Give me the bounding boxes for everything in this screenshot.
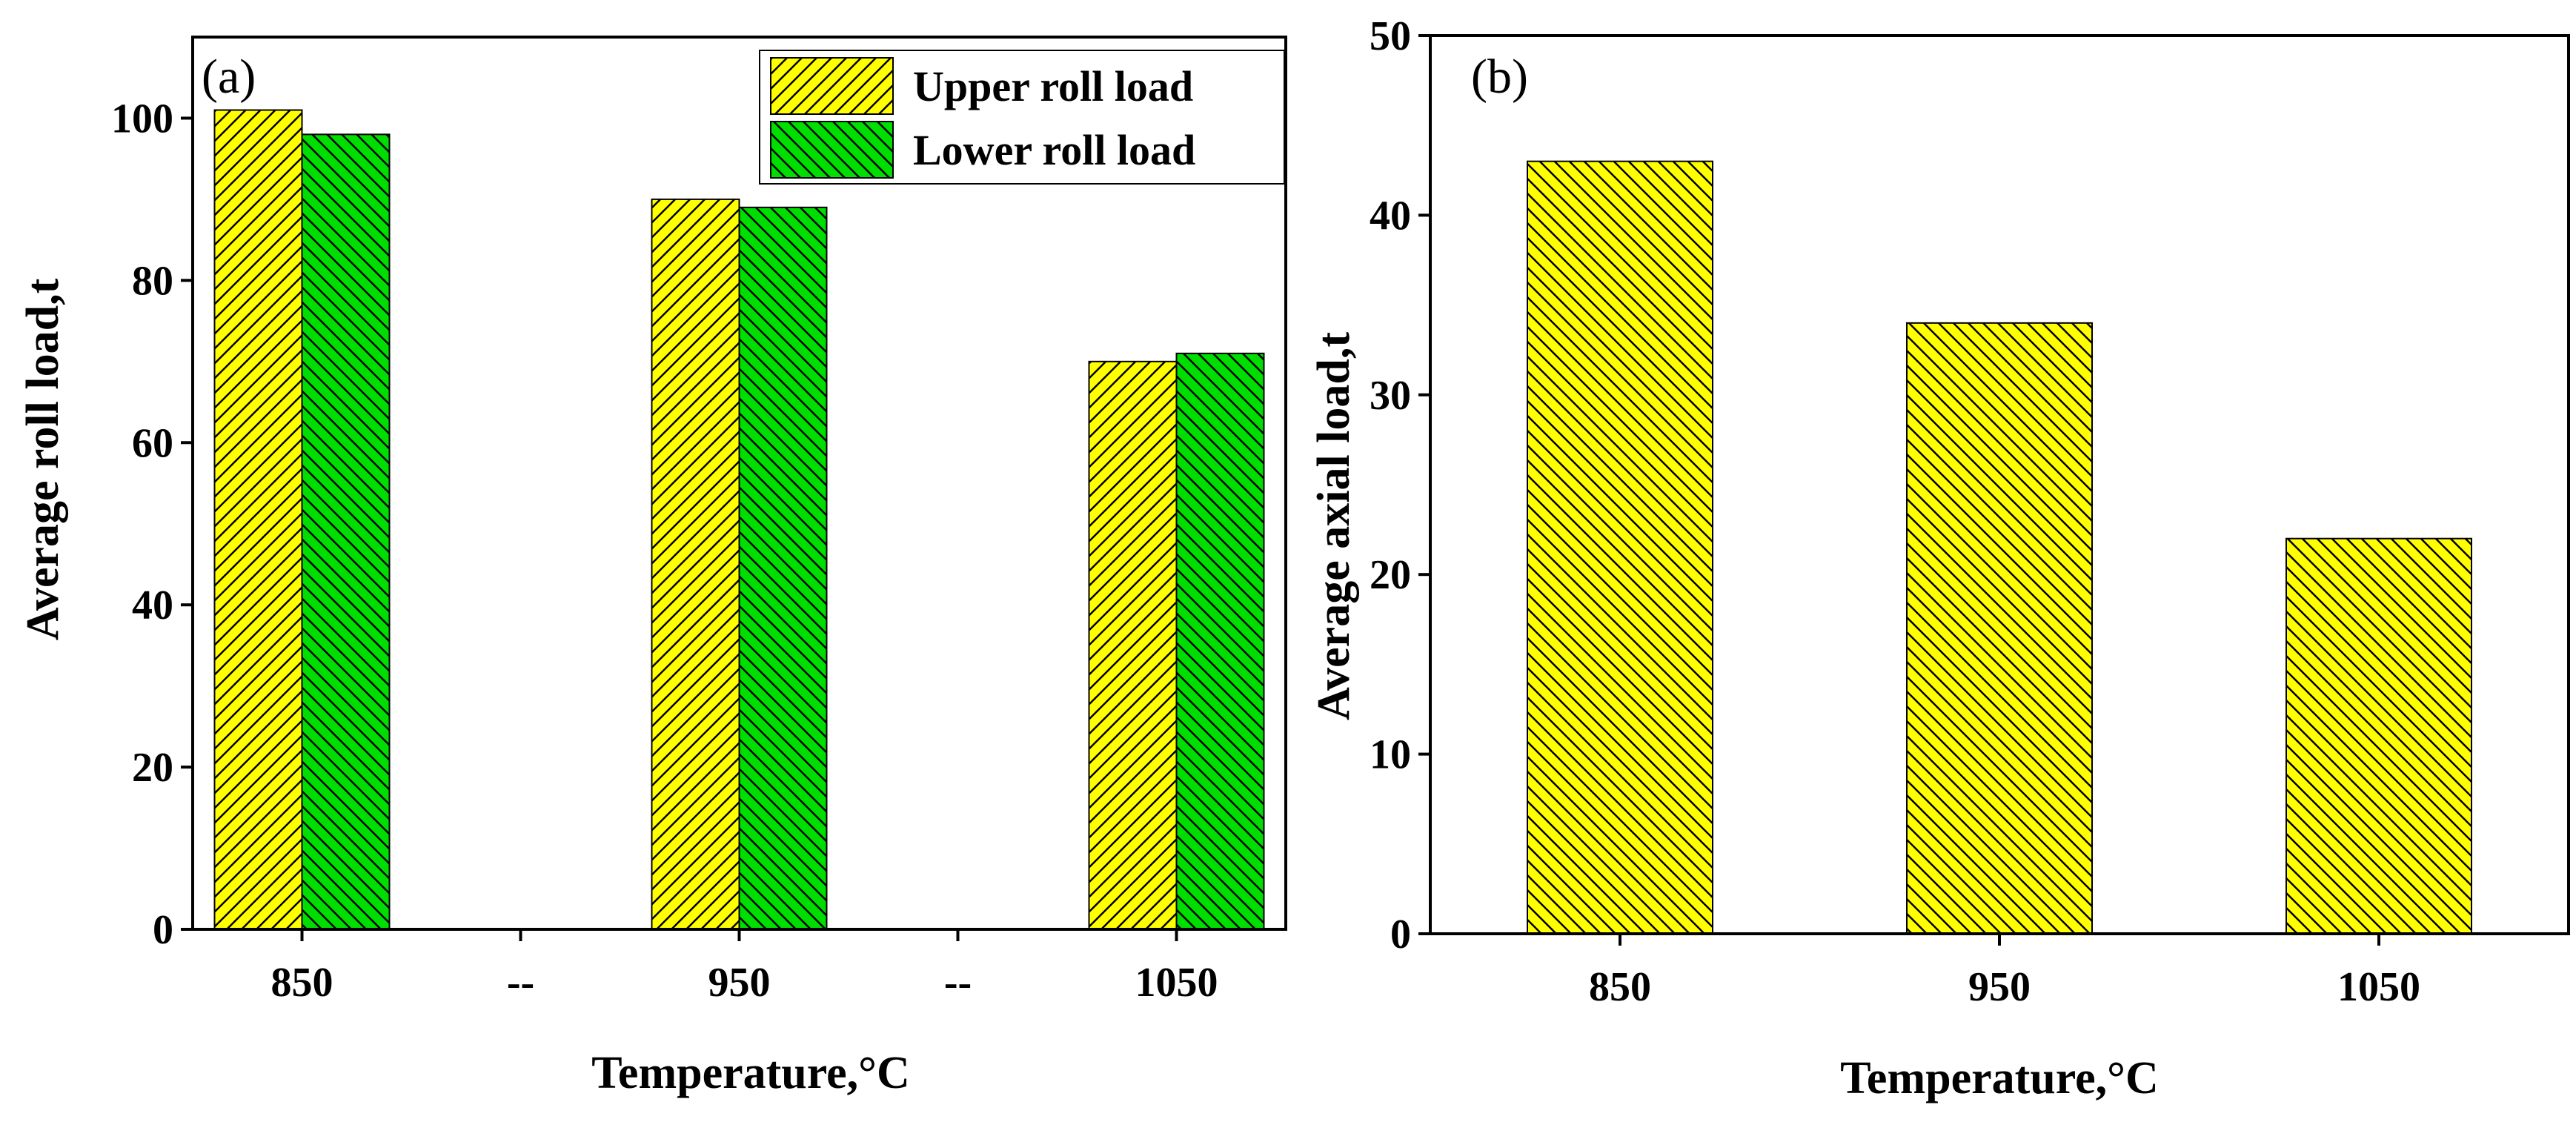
x-tick-label: 850 <box>271 960 333 1006</box>
legend-swatch <box>770 121 894 179</box>
y-tick-label: 50 <box>1370 13 1411 59</box>
panel-label: (a) <box>202 50 256 104</box>
y-tick-label: 0 <box>1390 912 1411 957</box>
bar-average-axial-load-950 <box>1906 322 2093 935</box>
bar-lower-roll-load-950 <box>738 206 828 930</box>
x-tick-label: -- <box>944 960 972 1006</box>
y-tick-label: 60 <box>132 420 173 466</box>
y-tick-label: 30 <box>1370 373 1411 419</box>
bars-group <box>213 109 1265 931</box>
bar-lower-roll-load-850 <box>301 133 391 930</box>
y-axis-title: Average roll load,t <box>18 278 68 640</box>
bar-upper-roll-load-950 <box>651 198 740 930</box>
bars-group <box>1527 160 2472 935</box>
bar-upper-roll-load-1050 <box>1088 360 1178 930</box>
x-tick-label: 1050 <box>1135 960 1218 1006</box>
x-tick-label: 1050 <box>2337 964 2420 1010</box>
chart-panel-a: 0 20 40 60 80 100 850 -- 950 -- 1050 (a) Temperatu… <box>18 36 1287 1098</box>
y-tick-label: 40 <box>132 582 173 628</box>
legend-label: Lower roll load <box>913 126 1195 174</box>
axes-group: 0 10 20 30 40 50 850 950 1050 <box>1370 13 2570 1010</box>
y-tick-label: 80 <box>132 258 173 304</box>
y-axis-title: Average axial load,t <box>1309 332 1359 720</box>
y-tick-label: 20 <box>132 745 173 791</box>
legend: Upper roll load Lower roll load <box>759 50 1285 185</box>
x-tick-label: 950 <box>708 960 771 1006</box>
legend-label: Upper roll load <box>913 62 1193 110</box>
y-tick-label: 100 <box>111 96 173 142</box>
x-axis-title: Temperature,°C <box>1840 1053 2158 1103</box>
x-tick-label: 950 <box>1968 964 2031 1010</box>
panel-label: (b) <box>1471 50 1528 104</box>
legend-swatch <box>770 57 894 115</box>
x-axis-title: Temperature,°C <box>591 1048 909 1098</box>
bar-average-axial-load-1050 <box>2285 537 2472 935</box>
bar-upper-roll-load-850 <box>213 109 303 931</box>
x-tick-label: -- <box>507 960 534 1006</box>
y-tick-label: 10 <box>1370 732 1411 778</box>
y-tick-label: 40 <box>1370 193 1411 239</box>
y-tick-label: 20 <box>1370 552 1411 598</box>
axes-group: 0 20 40 60 80 100 850 -- 950 -- 1050 <box>111 36 1287 1006</box>
bar-lower-roll-load-1050 <box>1175 352 1265 930</box>
x-tick-label: 850 <box>1589 964 1651 1010</box>
chart-panel-b: 0 10 20 30 40 50 850 950 1050 (b) Temperature,°C… <box>1309 13 2570 1103</box>
bar-average-axial-load-850 <box>1527 160 1713 935</box>
y-tick-label: 0 <box>153 907 173 953</box>
